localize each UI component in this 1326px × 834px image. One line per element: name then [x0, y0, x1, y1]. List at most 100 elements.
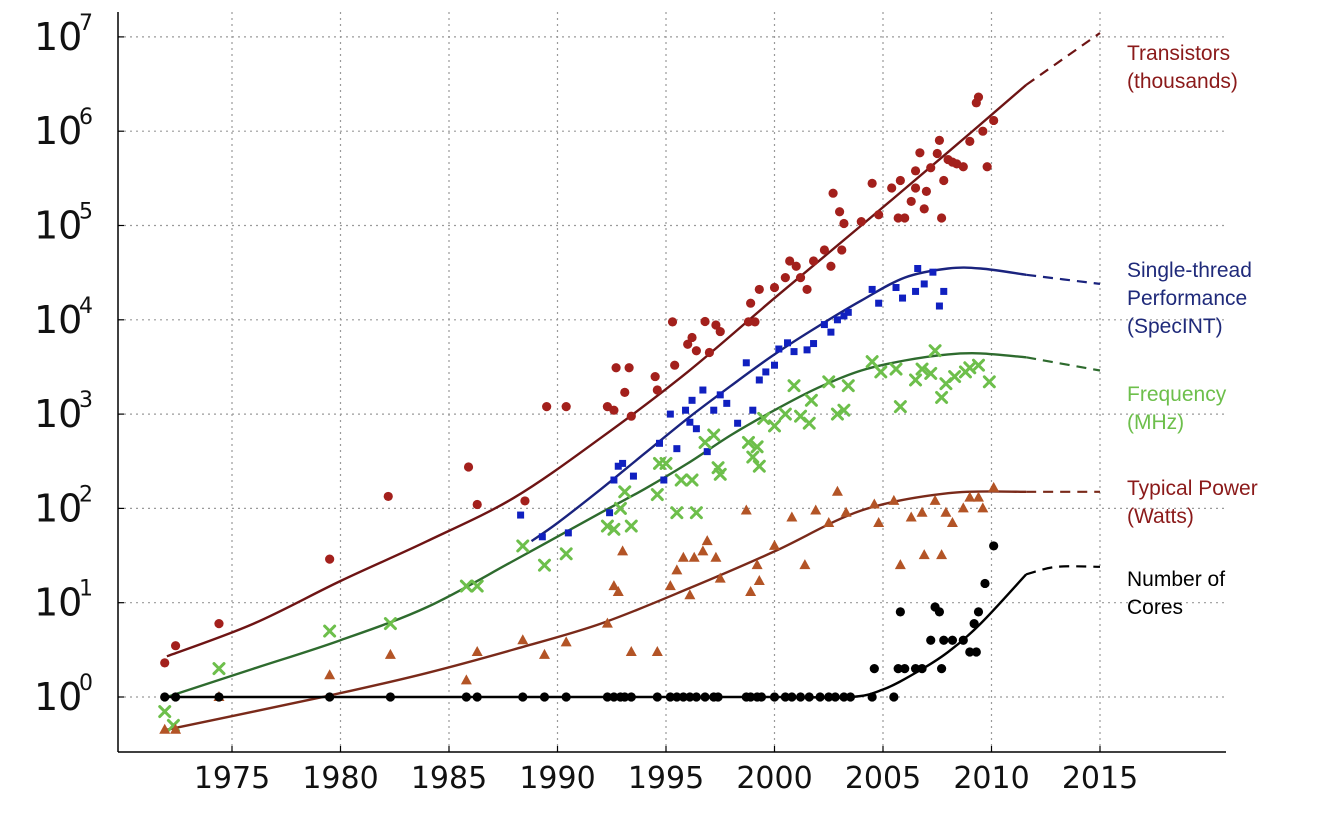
single_thread-point [875, 299, 883, 307]
data-points [158, 92, 1000, 734]
frequency-point [893, 400, 907, 414]
frequency-point [837, 403, 851, 417]
cores-point [893, 664, 903, 674]
cores-point [746, 692, 756, 702]
cores-point [472, 692, 482, 702]
cores-point [830, 692, 840, 702]
cores-point [926, 635, 936, 645]
power-point [677, 551, 689, 562]
power-point [538, 648, 550, 659]
single_thread-point [723, 399, 731, 407]
transistors-point [895, 175, 905, 186]
x-tick-label: 2005 [845, 761, 921, 796]
frequency-point [841, 379, 855, 393]
frequency-point [915, 362, 929, 376]
transistors-point [839, 218, 849, 229]
x-tick-label: 1980 [302, 761, 378, 796]
transistors-legend-label: Transistors [1127, 42, 1230, 65]
frequency-point [624, 519, 638, 533]
transistors-point [826, 261, 836, 271]
transistors-point [746, 298, 756, 308]
x-tick-label: 2015 [1062, 761, 1138, 796]
frequency-point [459, 579, 473, 593]
transistors-point [791, 261, 801, 271]
cores-point [665, 692, 675, 702]
power-point [894, 559, 906, 570]
frequency-point [889, 362, 903, 376]
frequency-point [670, 506, 684, 520]
frequency-point [802, 416, 816, 430]
power-point [684, 589, 696, 600]
frequency-point [804, 393, 818, 407]
power-legend-label: Typical Power [1127, 477, 1258, 500]
single_thread-point [827, 328, 835, 336]
power-point [710, 551, 722, 562]
transistors-point [867, 178, 877, 188]
power-point [753, 574, 765, 585]
power-point [868, 498, 880, 509]
frequency-point [971, 358, 985, 372]
transistors-point [978, 126, 988, 136]
transistors-point [214, 619, 224, 629]
cores-point [969, 619, 979, 629]
single_thread-point [914, 264, 922, 272]
cores-point [713, 692, 723, 702]
single_thread-legend-label: Single-thread [1127, 259, 1252, 282]
transistors-point [934, 135, 945, 145]
transistors-point [919, 204, 929, 214]
cores-point [910, 664, 921, 674]
y-tick-label: 10 [34, 109, 82, 153]
power-point [769, 539, 780, 550]
transistors-projection-line [1025, 32, 1101, 86]
x-tick-label: 1995 [628, 761, 704, 796]
power-point [972, 491, 984, 502]
single_thread-point [755, 376, 763, 384]
power-legend-label: (Watts) [1127, 505, 1194, 528]
power-point [888, 494, 900, 505]
transistors-point [819, 245, 830, 255]
frequency-point [689, 506, 703, 520]
frequency-point [212, 662, 226, 676]
single_thread-point [606, 509, 614, 517]
cores-point [824, 692, 834, 702]
transistors-trend-line [166, 83, 1027, 658]
cores-point [973, 607, 984, 617]
power-point [905, 511, 917, 522]
cores-point [678, 692, 688, 702]
transistors-point [906, 196, 916, 207]
single_thread-point [710, 406, 718, 414]
transistors-point [687, 332, 697, 343]
cores-point [780, 692, 790, 702]
single_thread-point [775, 345, 783, 353]
y-tick-exponent: 1 [79, 577, 93, 602]
frequency-point [787, 379, 801, 393]
cores-legend-label: Number of [1127, 568, 1225, 591]
power-point [617, 545, 629, 556]
frequency-point [559, 547, 573, 561]
cores-point [691, 692, 701, 702]
single_thread-legend-label: Performance [1127, 287, 1247, 310]
transistors-point [828, 188, 838, 198]
power-trend-line [166, 490, 1027, 731]
frequency-point [778, 407, 792, 421]
transistors-point [837, 245, 847, 255]
frequency-point [323, 624, 337, 638]
power-point [957, 502, 969, 513]
single_thread-point [784, 339, 792, 347]
x-tick-label: 2000 [736, 761, 812, 796]
single_thread-point [660, 476, 668, 484]
frequency-point [750, 440, 764, 454]
power-point [940, 506, 952, 517]
transistors-point [785, 256, 795, 266]
single_thread-point [688, 396, 696, 404]
power-point [159, 723, 171, 734]
legend: Transistors (thousands) Single-thread Perfo… [1127, 42, 1258, 619]
cores-point [845, 692, 856, 702]
x-tick-labels: 1975 1980 1985 1990 1995 2000 2005 2010 2015 [194, 761, 1138, 796]
single_thread-point [703, 448, 711, 456]
transistors-point [856, 216, 866, 227]
single_thread-point [734, 419, 742, 427]
single_thread-point [762, 368, 770, 376]
single_thread-point [749, 406, 757, 414]
